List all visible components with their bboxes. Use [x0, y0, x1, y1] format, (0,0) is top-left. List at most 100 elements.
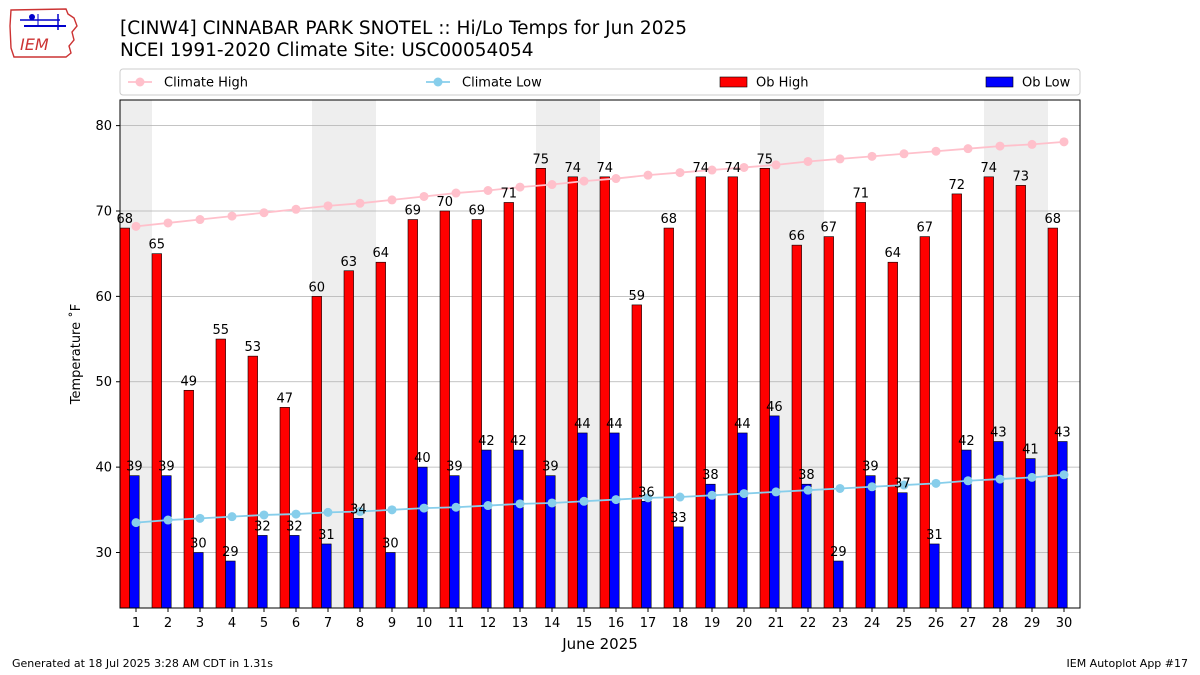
ob-high-label: 69: [405, 204, 422, 219]
ob-low-bar: [801, 483, 812, 609]
climate-high-point: [643, 170, 653, 180]
climate-high-point: [739, 162, 749, 172]
x-tick-label: 27: [960, 616, 977, 631]
climate-high-point: [323, 201, 333, 211]
ob-high-bar: [343, 270, 354, 609]
ob-high-bar: [151, 253, 162, 609]
ob-high-label: 74: [597, 161, 614, 176]
climate-high-point: [803, 156, 813, 166]
ob-high-label: 72: [949, 178, 966, 193]
ob-high-label: 68: [117, 212, 134, 227]
climate-low-point: [419, 503, 429, 513]
ob-high-label: 67: [821, 221, 838, 236]
ob-high-bar: [471, 219, 482, 609]
ob-low-label: 41: [1022, 443, 1039, 458]
ob-low-label: 44: [574, 417, 591, 432]
ob-low-label: 33: [670, 511, 687, 526]
climate-low-point: [579, 496, 589, 506]
x-tick-label: 17: [640, 616, 657, 631]
ob-high-bar: [375, 261, 386, 609]
x-tick-label: 10: [416, 616, 433, 631]
climate-low-point: [675, 492, 685, 502]
ob-low-label: 46: [766, 400, 783, 415]
ob-low-bar: [321, 543, 332, 609]
x-tick-label: 1: [132, 616, 140, 631]
x-tick-label: 12: [480, 616, 497, 631]
ob-low-label: 31: [318, 528, 335, 543]
climate-high-point: [931, 146, 941, 156]
ob-high-label: 59: [629, 289, 646, 304]
y-axis-label: Temperature ˚F: [68, 304, 84, 405]
climate-high-point: [355, 198, 365, 208]
ob-high-label: 64: [885, 246, 902, 261]
y-tick-label: 70: [95, 204, 112, 219]
ob-high-label: 74: [693, 161, 710, 176]
climate-low-line: [135, 473, 1065, 524]
ob-high-label: 68: [661, 212, 678, 227]
ob-low-bar: [865, 475, 876, 609]
ob-high-bar: [759, 168, 770, 609]
climate-high-point: [899, 149, 909, 159]
ob-low-label: 31: [926, 528, 943, 543]
x-tick-label: 9: [388, 616, 396, 631]
ob-high-bar: [503, 202, 514, 609]
climate-low-point: [355, 507, 365, 517]
ob-low-label: 44: [606, 417, 623, 432]
ob-high-bar: [855, 202, 866, 609]
climate-low-point: [547, 498, 557, 508]
chart-subtitle: NCEI 1991-2020 Climate Site: USC00054054: [120, 40, 534, 61]
ob-low-bar: [545, 475, 556, 609]
app-credit: IEM Autoplot App #17: [1066, 657, 1189, 670]
x-axis-label: June 2025: [561, 635, 638, 653]
ob-low-bar: [513, 449, 524, 609]
x-tick-label: 3: [196, 616, 204, 631]
bars: [119, 168, 1068, 609]
ob-low-label: 34: [350, 502, 367, 517]
climate-high-point: [163, 218, 173, 228]
climate-high-point: [291, 204, 301, 214]
legend: Climate High Climate Low Ob High Ob Low: [119, 68, 1081, 96]
x-tick-label: 29: [1024, 616, 1041, 631]
ob-low-bar: [737, 432, 748, 609]
ob-high-bar: [951, 193, 962, 609]
ob-low-label: 38: [798, 468, 815, 483]
ob-high-label: 73: [1013, 169, 1030, 184]
ob-low-bar: [417, 466, 428, 609]
ob-low-bar: [353, 518, 364, 609]
ob-high-label: 55: [213, 323, 230, 338]
climate-high-point: [547, 180, 557, 190]
climate-high-point: [1027, 139, 1037, 149]
ob-high-label: 47: [277, 391, 294, 406]
climate-low-point: [227, 512, 237, 522]
x-tick-label: 21: [768, 616, 785, 631]
ob-high-label: 65: [149, 238, 166, 253]
ob-low-label: 38: [702, 468, 719, 483]
x-tick-label: 26: [928, 616, 945, 631]
climate-low-point: [899, 480, 909, 490]
ob-high-bar: [727, 176, 738, 609]
ob-high-label: 64: [373, 246, 390, 261]
legend-box: [119, 68, 1081, 96]
climate-lines: [131, 137, 1069, 528]
ob-low-bar: [609, 432, 620, 609]
x-tick-label: 23: [832, 616, 849, 631]
y-tick-label: 50: [95, 375, 112, 390]
climate-high-point: [707, 165, 717, 175]
climate-low-point: [867, 482, 877, 492]
ob-high-bar: [695, 176, 706, 609]
x-tick-label: 30: [1056, 616, 1073, 631]
ob-high-bar: [119, 227, 130, 609]
ob-high-label: 71: [501, 186, 518, 201]
ob-high-bar: [183, 389, 194, 609]
ob-low-bar: [1057, 441, 1068, 609]
climate-low-point: [259, 510, 269, 520]
x-tick-label: 11: [448, 616, 465, 631]
ob-low-label: 43: [1054, 426, 1071, 441]
climate-low-point: [1059, 470, 1069, 480]
ob-high-bar: [279, 407, 290, 609]
ob-high-label: 69: [469, 204, 486, 219]
climate-low-point: [739, 489, 749, 499]
ob-high-label: 74: [565, 161, 582, 176]
ob-low-label: 39: [542, 460, 559, 475]
